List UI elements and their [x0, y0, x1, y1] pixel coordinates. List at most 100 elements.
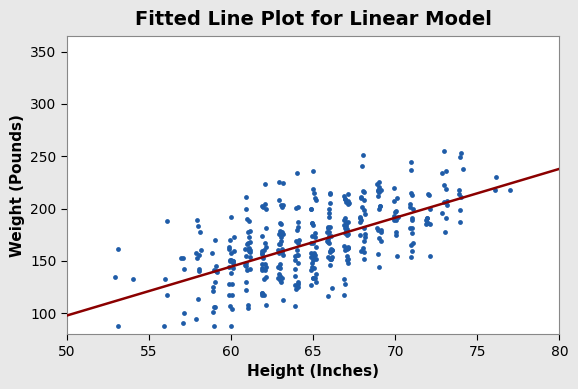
Point — [226, 323, 235, 329]
Point — [307, 260, 316, 266]
Point — [261, 244, 271, 250]
Point — [261, 267, 270, 273]
Point — [277, 275, 286, 281]
Point — [228, 292, 237, 298]
Point — [192, 250, 201, 256]
Point — [407, 215, 417, 221]
Point — [311, 252, 320, 258]
Point — [275, 241, 284, 247]
Point — [343, 257, 352, 263]
Point — [392, 252, 401, 259]
Point — [275, 273, 284, 279]
Point — [243, 302, 252, 308]
Point — [324, 233, 334, 239]
Point — [391, 217, 401, 224]
Point — [376, 229, 385, 235]
Point — [323, 238, 332, 244]
Point — [261, 264, 271, 270]
Point — [342, 228, 351, 235]
Point — [176, 255, 186, 261]
Point — [243, 240, 252, 247]
Point — [274, 247, 283, 253]
Point — [307, 254, 316, 260]
Point — [276, 228, 285, 234]
Point — [360, 231, 369, 237]
Point — [375, 179, 384, 186]
Point — [423, 219, 432, 226]
Point — [344, 244, 353, 251]
Point — [226, 257, 235, 263]
Point — [290, 282, 299, 289]
Point — [327, 247, 336, 253]
Title: Fitted Line Plot for Linear Model: Fitted Line Plot for Linear Model — [135, 10, 492, 29]
Point — [440, 199, 449, 205]
Point — [228, 258, 238, 265]
Point — [195, 268, 204, 274]
Point — [355, 214, 365, 220]
Point — [405, 203, 414, 210]
Point — [393, 214, 402, 220]
Point — [343, 191, 352, 198]
Point — [326, 248, 335, 254]
Point — [309, 186, 318, 192]
Point — [309, 275, 318, 281]
Point — [342, 221, 351, 228]
Point — [311, 196, 320, 203]
Point — [438, 170, 447, 176]
Point — [343, 201, 353, 207]
Point — [324, 214, 334, 220]
Point — [211, 263, 220, 270]
Point — [343, 256, 353, 262]
Point — [227, 270, 236, 277]
Point — [326, 256, 335, 262]
Point — [325, 256, 335, 262]
Point — [357, 193, 366, 200]
Point — [391, 230, 401, 236]
Point — [441, 186, 450, 192]
Point — [324, 293, 333, 299]
Point — [407, 190, 416, 196]
Point — [259, 203, 268, 210]
Point — [442, 168, 451, 174]
Point — [311, 271, 320, 277]
Point — [293, 223, 302, 230]
Point — [343, 232, 352, 238]
Point — [273, 275, 283, 281]
Point — [225, 264, 234, 270]
Point — [210, 267, 219, 273]
Point — [491, 187, 500, 193]
Point — [227, 214, 236, 220]
Point — [242, 267, 251, 273]
Point — [212, 268, 221, 274]
Point — [246, 266, 255, 272]
Point — [291, 253, 300, 259]
Point — [360, 225, 369, 231]
Point — [358, 245, 368, 251]
Point — [245, 254, 254, 260]
Point — [308, 240, 317, 246]
Point — [324, 240, 334, 246]
Point — [325, 190, 335, 196]
Point — [242, 287, 251, 293]
Point — [327, 246, 336, 252]
Point — [341, 247, 350, 253]
Point — [407, 230, 417, 237]
Point — [291, 238, 301, 244]
Point — [278, 252, 287, 258]
Point — [310, 233, 320, 240]
Point — [308, 168, 317, 174]
Point — [323, 229, 332, 235]
Point — [243, 229, 253, 235]
Point — [359, 249, 368, 255]
Point — [439, 148, 448, 154]
Point — [258, 265, 267, 271]
Point — [343, 198, 353, 204]
Point — [196, 247, 205, 253]
Point — [225, 281, 234, 287]
Point — [422, 217, 431, 223]
Point — [306, 282, 316, 288]
Point — [442, 202, 451, 208]
Point — [278, 297, 287, 303]
Point — [278, 229, 287, 235]
Point — [274, 250, 283, 256]
